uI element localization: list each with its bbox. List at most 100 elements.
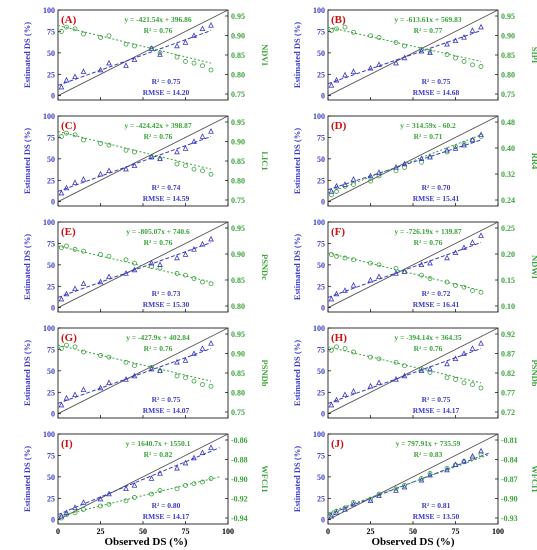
blue-point: [63, 184, 70, 191]
blue-point: [478, 340, 484, 346]
blue-point: [191, 454, 197, 461]
green-point: [453, 144, 458, 150]
one-to-one-line: [57, 433, 229, 521]
blue-rmse: RMSE = 16.41: [413, 300, 460, 309]
green-point: [376, 491, 382, 497]
blue-point: [157, 155, 163, 162]
blue-rmse: RMSE = 14.17: [143, 512, 190, 521]
blue-r2: R² = 0.75: [422, 395, 451, 404]
green-fit-line: [327, 454, 490, 514]
blue-rmse: RMSE = 13.50: [413, 512, 460, 521]
panel-h: 0 25 50 75 100 0.92 0.87 0.82 0.77 0.72 Estimated …: [292, 324, 537, 419]
green-r2: R² = 0.82: [144, 450, 173, 459]
blue-r2: R² = 0.70: [422, 183, 451, 192]
x-tick-label: 0: [326, 527, 330, 536]
blue-point: [376, 273, 382, 280]
blue-point: [208, 22, 214, 28]
blue-point: [63, 290, 70, 297]
panel-tag: (H): [331, 332, 347, 344]
left-tick-label: 25: [47, 70, 55, 79]
right-tick-label: 0.87: [501, 350, 515, 359]
left-tick-label: 50: [317, 367, 325, 376]
green-point: [427, 276, 433, 281]
blue-point: [478, 23, 484, 30]
blue-point: [342, 181, 348, 187]
blue-point: [367, 276, 374, 283]
blue-point: [350, 388, 357, 394]
blue-point: [97, 384, 104, 391]
green-point: [461, 380, 467, 386]
blue-point: [401, 483, 408, 490]
green-point: [368, 260, 373, 266]
blue-point: [97, 170, 104, 177]
panel-tag: (J): [331, 438, 344, 450]
green-point: [208, 67, 214, 73]
left-tick-label: 0: [51, 304, 55, 313]
green-point: [478, 289, 484, 295]
blue-point: [333, 182, 340, 189]
blue-point: [333, 396, 340, 403]
green-point: [208, 476, 214, 481]
blue-point: [418, 476, 425, 483]
green-equation: y = -421.54x + 396.86: [124, 15, 192, 24]
blue-point: [199, 133, 206, 139]
one-to-one-line: [57, 115, 229, 203]
left-tick-label: 25: [47, 388, 55, 397]
blue-point: [80, 280, 87, 286]
blue-r2: R² = 0.74: [152, 183, 181, 192]
blue-point: [418, 47, 425, 54]
blue-r2: R² = 0.75: [152, 395, 181, 404]
blue-point: [182, 251, 189, 257]
green-point: [461, 284, 467, 290]
left-tick-label: 50: [317, 49, 325, 58]
blue-fit-line: [327, 139, 482, 191]
green-equation: y = 1640.7x + 1550.1: [126, 439, 191, 448]
green-point: [149, 365, 154, 370]
blue-point: [174, 358, 180, 365]
green-point: [174, 54, 180, 60]
blue-rmse: RMSE = 15.30: [143, 300, 190, 309]
blue-point: [174, 148, 180, 155]
green-point: [444, 52, 450, 57]
right-tick-label: 0.95: [231, 330, 245, 339]
left-tick-label: 100: [313, 6, 325, 15]
green-point: [376, 356, 382, 362]
left-tick-label: 100: [43, 218, 55, 227]
green-point: [328, 347, 334, 353]
blue-point: [350, 176, 357, 182]
green-equation: y = -726.19x + 139.87: [394, 227, 462, 236]
right-tick-label: -0.90: [501, 495, 518, 504]
green-point: [98, 503, 103, 509]
blue-point: [333, 76, 340, 83]
green-point: [208, 281, 214, 287]
blue-point: [342, 71, 348, 78]
left-tick-label: 0: [321, 92, 325, 101]
blue-point: [427, 365, 433, 372]
left-tick-label: 75: [47, 27, 55, 36]
blue-point: [376, 492, 382, 498]
green-point: [81, 507, 86, 512]
blue-point: [328, 512, 335, 519]
right-tick-label: -0.84: [501, 456, 518, 465]
blue-r2: R² = 0.80: [152, 501, 181, 510]
x-tick-label: 0: [56, 527, 60, 536]
blue-point: [131, 162, 138, 168]
blue-point: [393, 487, 399, 493]
blue-point: [342, 391, 348, 398]
blue-point: [80, 386, 87, 392]
blue-point: [191, 32, 197, 38]
left-tick-label: 25: [47, 176, 55, 185]
blue-point: [444, 254, 450, 261]
right-tick-label: -0.90: [231, 475, 248, 484]
right-tick-label: -0.81: [501, 436, 518, 445]
blue-point: [199, 449, 206, 456]
right-tick-label: 0.80: [231, 177, 245, 186]
blue-point: [72, 285, 78, 292]
left-tick-label: 75: [47, 133, 55, 142]
green-point: [123, 147, 129, 153]
green-point: [402, 363, 407, 369]
left-axis-title: Estimated DS (%): [22, 340, 32, 406]
panel-tag: (E): [61, 226, 76, 238]
green-point: [64, 342, 69, 348]
blue-point: [148, 259, 155, 266]
